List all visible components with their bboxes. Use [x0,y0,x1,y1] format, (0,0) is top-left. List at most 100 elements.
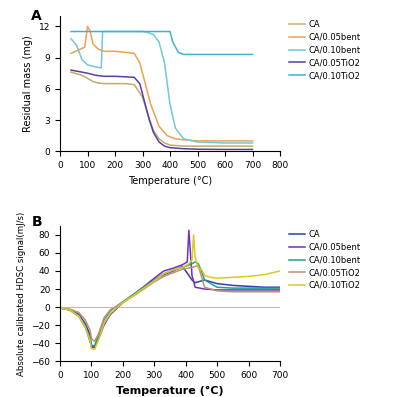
CA/0.10TiO2 [193,255,198,260]
CA/0.10bent [74,42,79,47]
CA/0.05bent [195,139,200,143]
CA/0.05bent [246,287,251,292]
CA/0.05TiO2 [69,67,74,72]
CA/0.10bent [136,289,141,293]
CA/0.10bent [140,29,145,34]
CA/0.10bent [181,137,186,141]
Line: CA: CA [71,72,252,146]
CA [161,272,166,277]
CA/0.10bent [161,271,166,276]
CA/0.05TiO2 [162,144,167,148]
Y-axis label: Absolute calibrated HDSC signal(mJ/s): Absolute calibrated HDSC signal(mJ/s) [17,212,26,376]
CA/0.10TiO2 [99,29,104,34]
CA/0.10TiO2 [97,335,102,340]
CA/0.05bent [83,325,88,330]
CA/0.05TiO2 [151,130,156,135]
CA/0.10TiO2 [186,261,191,266]
CA/0.05TiO2 [171,270,176,275]
CA/0.05TiO2 [76,310,81,315]
CA/0.10bent [278,286,282,291]
CA [162,141,167,145]
CA/0.05bent [180,262,185,267]
CA/0.10bent [126,29,131,34]
CA/0.05bent [278,287,282,292]
CA/0.10TiO2 [85,29,90,34]
CA/0.05bent [102,323,106,328]
CA [102,81,106,86]
CA [262,285,267,289]
CA/0.10TiO2 [126,29,131,34]
CA/0.10TiO2 [88,337,92,342]
CA [246,284,251,289]
CA/0.05bent [108,312,113,317]
CA/0.05TiO2 [97,330,102,335]
CA/0.05bent [85,24,90,29]
CA/0.10TiO2 [92,347,97,352]
CA/0.05TiO2 [195,147,200,152]
CA/0.05TiO2 [147,118,152,122]
CA/0.05TiO2 [124,75,128,79]
CA/0.10bent [67,307,72,312]
X-axis label: Temperature (°C): Temperature (°C) [116,385,224,396]
CA/0.10TiO2 [113,29,118,34]
CA [202,278,207,282]
CA/0.10TiO2 [152,279,157,283]
CA/0.05bent [136,289,141,293]
CA/0.10TiO2 [190,258,194,262]
CA [102,321,106,326]
CA [186,273,191,278]
CA/0.10bent [157,40,162,44]
CA/0.05TiO2 [93,73,98,78]
CA/0.05bent [137,60,142,65]
CA/0.05TiO2 [102,316,106,320]
CA [215,281,220,286]
CA [80,73,84,78]
CA/0.05bent [67,307,72,312]
CA/0.05TiO2 [58,306,62,310]
CA/0.10bent [80,57,84,62]
CA/0.10bent [173,126,178,131]
CA/0.05bent [97,335,102,339]
CA/0.05bent [76,314,81,318]
CA/0.10bent [190,261,194,266]
CA/0.05bent [58,306,62,310]
CA/0.10TiO2 [76,314,81,318]
CA/0.10TiO2 [170,40,175,44]
CA/0.05bent [113,49,118,54]
CA [83,321,88,326]
CA/0.05bent [262,287,267,292]
Legend: CA, CA/0.05bent, CA/0.10bent, CA/0.05TiO2, CA/0.10TiO2: CA, CA/0.05bent, CA/0.10bent, CA/0.05TiO… [288,20,361,80]
CA [168,143,172,147]
CA/0.05TiO2 [152,279,157,284]
CA/0.10TiO2 [222,52,227,57]
CA/0.10bent [69,37,74,41]
CA/0.10bent [195,140,200,145]
CA/0.10bent [88,339,92,344]
CA [278,285,282,289]
CA/0.10bent [85,62,90,67]
CA/0.10bent [193,260,198,264]
CA/0.10bent [108,308,113,313]
CA/0.05bent [90,42,96,46]
CA/0.10TiO2 [154,29,159,34]
CA/0.05bent [69,51,74,56]
CA/0.10bent [168,102,172,107]
CA/0.05bent [230,287,235,292]
CA/0.05bent [181,137,186,142]
Text: A: A [31,9,42,23]
CA [196,279,201,284]
CA [193,280,198,285]
CA/0.05TiO2 [230,289,235,294]
CA/0.05bent [186,228,191,233]
CA/0.10TiO2 [58,306,62,310]
Y-axis label: Residual mass (mg): Residual mass (mg) [23,35,33,132]
CA/0.05bent [215,287,220,292]
CA/0.10bent [151,32,156,37]
CA/0.10bent [171,268,176,272]
CA/0.05TiO2 [222,147,227,152]
CA/0.05TiO2 [113,74,118,79]
CA/0.05TiO2 [89,336,94,341]
CA [180,264,185,269]
CA [146,112,150,117]
CA/0.05bent [124,50,128,55]
